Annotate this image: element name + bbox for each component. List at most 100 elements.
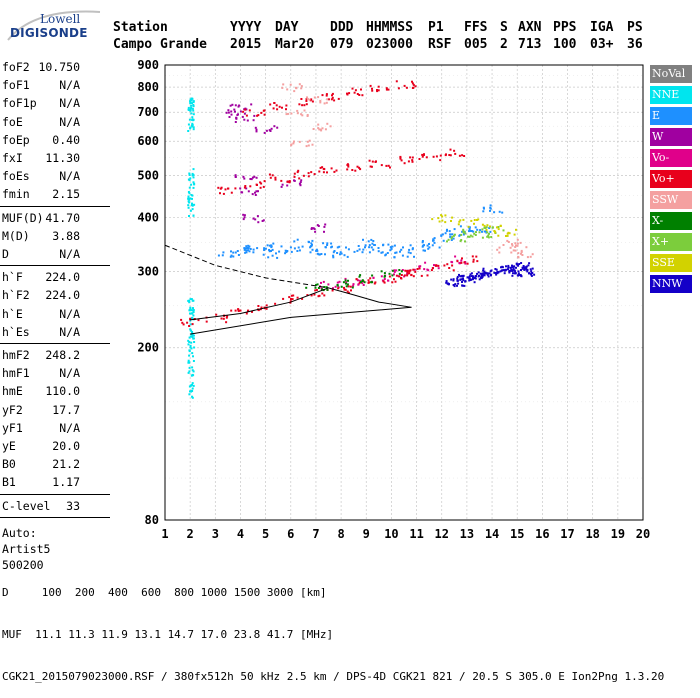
param-label: B1 (2, 475, 16, 490)
param-value: N/A (59, 114, 80, 129)
series-point-vo-19 (368, 159, 391, 169)
series-point-x-3 (380, 269, 403, 278)
series-point-vo-29 (395, 80, 417, 90)
series-point-nne-4 (187, 183, 195, 201)
legend-item-sse: SSE (650, 254, 692, 272)
series-point-sse-2 (481, 223, 502, 232)
header-label-10: IGA (590, 20, 614, 35)
auto-text: Artist5 (2, 541, 51, 556)
param-value: 224.0 (45, 270, 80, 285)
param-value: 1.17 (52, 475, 80, 490)
legend-item-ssw: SSW (650, 191, 692, 209)
grid-lines (164, 64, 644, 521)
legend-item-e: E (650, 107, 692, 125)
series-point-e-15 (408, 244, 430, 252)
param-label: h`F2 (2, 288, 30, 303)
series-point-ssw-4 (312, 122, 332, 132)
series-point-w-6 (254, 125, 279, 134)
param-row: foF1p N/A (0, 94, 110, 112)
param-row: foEs N/A (0, 167, 110, 185)
y-tick-label: 900 (137, 58, 159, 72)
y-tick-label: 80 (145, 513, 159, 527)
clevel-label: C-level (2, 498, 51, 513)
x-tick-label: 17 (560, 527, 574, 541)
param-label: foE (2, 114, 23, 129)
header-value-8: 713 (518, 37, 542, 52)
y-tick-label: 400 (137, 210, 159, 224)
header-value-10: 03+ (590, 37, 614, 52)
param-label: h`Es (2, 324, 30, 339)
param-row: yE 20.0 (0, 437, 110, 455)
param-value: 17.7 (52, 402, 80, 417)
series-point-w-4 (239, 187, 259, 196)
header-value-7: 2 (500, 37, 508, 52)
header-label-1: YYYY (230, 20, 262, 35)
param-row: foE N/A (0, 113, 110, 131)
profile-dashed-curve (164, 244, 329, 289)
legend-item-x: X+ (650, 233, 692, 251)
header-label-8: AXN (518, 20, 542, 35)
series-point-ssw-5 (496, 244, 517, 254)
legend-item-nnw: NNW (650, 275, 692, 293)
param-value: N/A (59, 96, 80, 111)
separator (0, 265, 110, 267)
series-point-x-2 (473, 231, 493, 239)
x-tick-label: 6 (287, 527, 294, 541)
series-point-e-21 (482, 204, 504, 214)
series-point-vo-15 (268, 173, 291, 184)
series-point-e-9 (332, 250, 349, 259)
x-tick-label: 15 (510, 527, 524, 541)
series-point-e-10 (345, 244, 367, 254)
param-row: h`F2 224.0 (0, 286, 110, 304)
param-row: B0 21.2 (0, 455, 110, 473)
series-point-vo-6 (331, 285, 352, 294)
series-point-x-1 (462, 228, 477, 238)
param-row: fmin 2.15 (0, 185, 110, 203)
header-value-11: 36 (627, 37, 643, 52)
param-value: 41.70 (45, 210, 80, 225)
param-label: hmF1 (2, 366, 30, 381)
y-tick-label: 700 (137, 105, 159, 119)
series-point-w-2 (234, 114, 256, 123)
param-row: foEp 0.40 (0, 131, 110, 149)
series-point-e-18 (444, 228, 465, 237)
param-value: 0.40 (52, 132, 80, 147)
y-tick-label: 800 (137, 80, 159, 94)
param-label: M(D) (2, 228, 30, 243)
param-value: 20.0 (52, 439, 80, 453)
series-point-vo-26 (321, 92, 340, 102)
logo-swoosh-icon (7, 10, 101, 41)
series-point-vo-0 (180, 317, 200, 327)
series-point-sse-0 (431, 214, 454, 224)
param-value: N/A (59, 324, 80, 339)
legend: NoVal NNE E W Vo- Vo+ SSW X- X+ SSE NNW (650, 65, 692, 296)
series-point-ssw-3 (306, 96, 329, 105)
series-point-vo-13 (217, 186, 237, 195)
series-point-vo-20 (399, 155, 414, 165)
series-point-vo-17 (318, 166, 338, 174)
param-value: N/A (59, 78, 80, 93)
legend-item-w: W (650, 128, 692, 146)
profile-curve (190, 287, 412, 335)
param-row: B1 1.17 (0, 473, 110, 491)
header-label-11: PS (627, 20, 643, 35)
param-label: foEs (2, 169, 30, 184)
series-point-nne-0 (187, 116, 195, 132)
param-value: 11.30 (45, 151, 80, 165)
series-point-vo-11 (430, 263, 455, 272)
profile-curves (164, 244, 412, 335)
param-label: D (2, 247, 9, 261)
param-row: hmF2 248.2 (0, 346, 110, 364)
series-point-sse-3 (494, 228, 517, 237)
header-value-3: 079 (330, 37, 354, 52)
param-value: 110.0 (45, 384, 80, 399)
legend-item-vo: Vo+ (650, 170, 692, 188)
header-value-9: 100 (553, 37, 577, 52)
header-label-3: DDD (330, 20, 354, 35)
param-row: D N/A (0, 245, 110, 263)
param-label: foF1p (2, 96, 37, 111)
y-tick-label: 600 (137, 134, 159, 148)
ionogram-chart: 1 2 3 4 5 6 7 8 9 10 11 12 13 14 15 16 17 18 19 20 80200300… (137, 58, 650, 541)
param-row: hmF1 N/A (0, 364, 110, 382)
separator (0, 493, 110, 495)
